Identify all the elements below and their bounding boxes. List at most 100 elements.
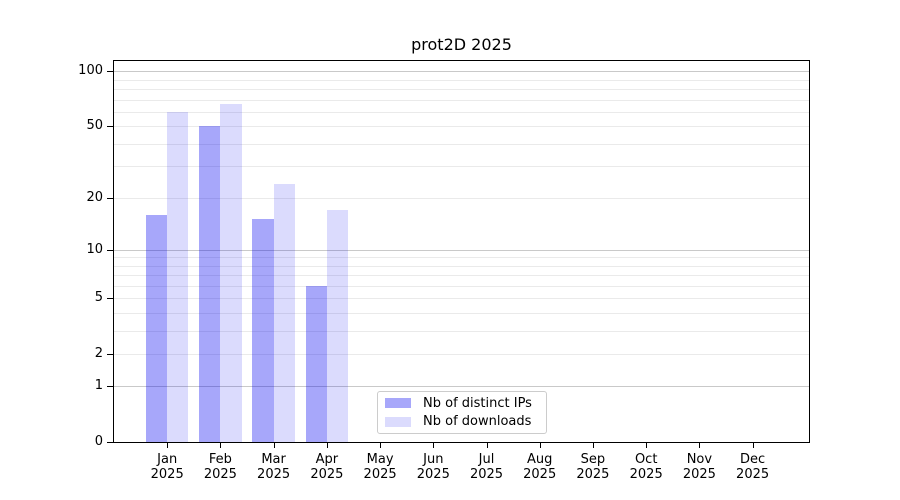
x-tick-year: 2025	[629, 467, 663, 482]
x-tick-month: Jun	[423, 452, 444, 467]
gridline-minor-3	[114, 330, 809, 332]
bar-feb-downloads	[220, 104, 242, 442]
x-tick-label-jun: Jun 2025	[417, 452, 450, 482]
x-tick-month: Apr	[315, 452, 339, 467]
gridline-minor-4	[114, 312, 809, 314]
gridline-minor-20	[114, 197, 809, 199]
x-tick-label-sep: Sep 2025	[576, 452, 609, 482]
x-tick-year: 2025	[576, 467, 610, 482]
y-tick-mark-0	[107, 442, 113, 443]
bar-jan-distinct-ips	[145, 214, 168, 442]
x-tick-month: Aug	[526, 452, 553, 467]
y-tick-label-50: 50	[86, 118, 103, 134]
y-tick-mark-10	[107, 249, 113, 251]
bar-mar-downloads	[273, 183, 295, 442]
y-tick-mark-1	[107, 386, 113, 388]
bar-mar-distinct-ips	[252, 219, 274, 442]
x-tick-month: Oct	[634, 452, 658, 467]
x-tick-label-dec: Dec 2025	[736, 452, 769, 482]
x-tick-mark-apr	[326, 443, 328, 448]
x-tick-label-jul: Jul 2025	[470, 452, 503, 482]
x-tick-year: 2025	[736, 467, 770, 482]
y-tick-label-20: 20	[86, 189, 103, 205]
x-tick-label-oct: Oct 2025	[630, 452, 663, 482]
legend-label-downloads: Nb of downloads	[423, 414, 532, 430]
gridline-minor-90	[114, 79, 809, 81]
x-tick-year: 2025	[416, 467, 450, 482]
x-tick-year: 2025	[682, 467, 716, 482]
x-tick-year: 2025	[150, 467, 184, 482]
x-tick-label-feb: Feb 2025	[204, 452, 237, 482]
bar-feb-distinct-ips	[199, 126, 221, 442]
x-tick-month: May	[366, 452, 394, 467]
gridline-minor-40	[114, 143, 809, 145]
gridline-minor-8	[114, 265, 809, 267]
gridline-minor-6	[114, 285, 809, 287]
x-tick-mark-nov	[699, 443, 701, 448]
x-tick-label-aug: Aug 2025	[523, 452, 556, 482]
x-tick-year: 2025	[203, 467, 237, 482]
x-tick-mark-oct	[646, 443, 648, 448]
x-tick-mark-may	[380, 443, 382, 448]
gridline-minor-60	[114, 111, 809, 113]
gridline-minor-70	[114, 99, 809, 101]
x-tick-mark-feb	[220, 443, 222, 448]
legend-item-distinct-ips: Nb of distinct IPs	[385, 396, 546, 411]
y-tick-label-0: 0	[94, 434, 103, 449]
x-tick-mark-jul	[486, 443, 488, 448]
bar-jan-downloads	[167, 111, 189, 442]
gridline-minor-30	[114, 166, 809, 168]
x-tick-month: Jan	[157, 452, 178, 467]
x-tick-year: 2025	[469, 467, 504, 482]
gridline-minor-2	[114, 353, 809, 355]
gridline-minor-50	[114, 126, 809, 128]
x-tick-mark-mar	[273, 443, 275, 448]
bar-apr-downloads	[326, 209, 349, 442]
legend-item-downloads: Nb of downloads	[385, 414, 546, 429]
x-tick-mark-aug	[539, 443, 541, 448]
legend-label-distinct-ips: Nb of distinct IPs	[423, 395, 532, 411]
x-tick-label-may: May 2025	[364, 452, 397, 482]
x-tick-label-apr: Apr 2025	[310, 452, 343, 482]
gridline-minor-9	[114, 257, 809, 259]
y-tick-mark-2	[107, 353, 113, 355]
x-tick-mark-jun	[433, 443, 435, 448]
gridline-major-100	[114, 71, 809, 73]
x-tick-month: Jul	[478, 452, 495, 467]
x-tick-mark-jan	[167, 443, 169, 448]
legend: Nb of distinct IPs Nb of downloads	[377, 391, 547, 434]
y-tick-mark-20	[107, 197, 113, 199]
x-tick-year: 2025	[310, 467, 344, 482]
x-tick-month: Feb	[208, 452, 232, 467]
x-tick-year: 2025	[257, 467, 291, 482]
chart-title: prot2D 2025	[411, 35, 512, 54]
y-tick-label-1: 1	[94, 378, 103, 394]
x-tick-year: 2025	[363, 467, 397, 482]
x-tick-year: 2025	[523, 467, 557, 482]
x-tick-mark-dec	[752, 443, 754, 448]
y-tick-mark-5	[107, 298, 113, 300]
y-tick-mark-50	[107, 126, 113, 128]
x-tick-month: Mar	[261, 452, 286, 467]
x-tick-mark-sep	[592, 443, 594, 448]
x-tick-month: Sep	[580, 452, 606, 467]
gridline-minor-80	[114, 89, 809, 91]
x-tick-label-jan: Jan 2025	[151, 452, 184, 482]
gridline-major-10	[114, 249, 809, 251]
y-tick-label-2: 2	[94, 345, 103, 361]
gridline-minor-7	[114, 275, 809, 276]
legend-swatch-distinct-ips	[385, 398, 411, 409]
x-tick-month: Dec	[740, 452, 766, 467]
plot-area	[113, 60, 810, 443]
bar-apr-distinct-ips	[305, 285, 327, 442]
x-tick-label-nov: Nov 2025	[683, 452, 716, 482]
y-tick-mark-100	[107, 71, 113, 73]
x-tick-month: Nov	[686, 452, 713, 467]
gridline-major-1	[114, 386, 809, 388]
gridline-minor-5	[114, 298, 809, 300]
y-tick-label-10: 10	[86, 241, 103, 257]
y-tick-label-100: 100	[78, 63, 103, 79]
x-tick-label-mar: Mar 2025	[257, 452, 290, 482]
y-tick-label-5: 5	[94, 290, 103, 306]
